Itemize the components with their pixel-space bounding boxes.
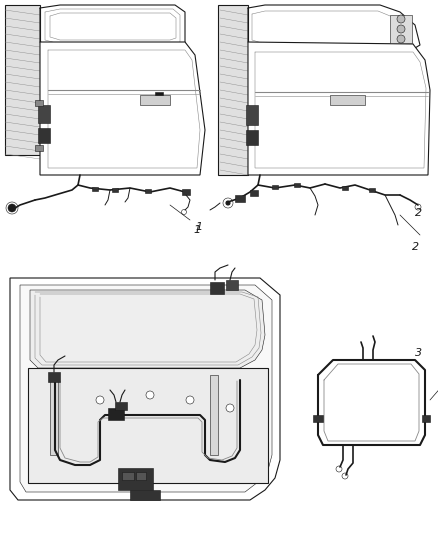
Circle shape [397, 35, 405, 43]
Bar [136, 472, 146, 480]
Polygon shape [218, 5, 248, 175]
Bar [422, 415, 430, 422]
Bar [313, 415, 323, 422]
Ellipse shape [62, 408, 98, 432]
Bar [294, 183, 300, 187]
Polygon shape [10, 278, 280, 500]
Circle shape [226, 201, 230, 205]
Bar [35, 145, 43, 151]
Bar [246, 130, 258, 145]
Polygon shape [248, 42, 430, 175]
Bar [182, 189, 190, 195]
Bar [390, 15, 412, 43]
Polygon shape [30, 290, 265, 368]
Text: 2: 2 [415, 208, 422, 218]
Bar [210, 375, 218, 455]
Bar [48, 372, 60, 382]
Bar [130, 490, 160, 500]
Polygon shape [20, 285, 272, 492]
Bar [50, 375, 58, 455]
Ellipse shape [115, 405, 145, 425]
Bar [92, 187, 98, 191]
Bar [342, 186, 348, 190]
Bar [28, 368, 268, 483]
Bar [330, 95, 365, 105]
Bar [112, 188, 118, 192]
Circle shape [186, 396, 194, 404]
Polygon shape [5, 5, 40, 155]
Circle shape [397, 25, 405, 33]
Bar [145, 189, 151, 193]
Text: 3: 3 [415, 348, 422, 358]
Bar [35, 100, 43, 106]
Bar [246, 105, 258, 125]
Bar [140, 95, 170, 105]
Bar [122, 472, 134, 480]
Circle shape [397, 15, 405, 23]
Bar [369, 188, 375, 192]
Bar [226, 280, 238, 290]
Bar [108, 408, 124, 420]
Text: 1: 1 [195, 222, 202, 232]
Circle shape [226, 404, 234, 412]
Bar [272, 185, 278, 189]
Text: 2: 2 [412, 242, 419, 252]
Bar [235, 195, 245, 202]
Bar [250, 190, 258, 196]
Circle shape [8, 204, 16, 212]
Bar [210, 282, 224, 294]
Text: 1: 1 [193, 225, 200, 235]
Bar [38, 105, 50, 123]
Ellipse shape [152, 406, 188, 430]
Bar [115, 402, 127, 410]
Circle shape [96, 396, 104, 404]
Bar [155, 92, 163, 95]
Ellipse shape [200, 415, 230, 435]
Circle shape [146, 391, 154, 399]
Bar [38, 128, 50, 143]
Polygon shape [40, 42, 205, 175]
Bar [118, 468, 153, 490]
